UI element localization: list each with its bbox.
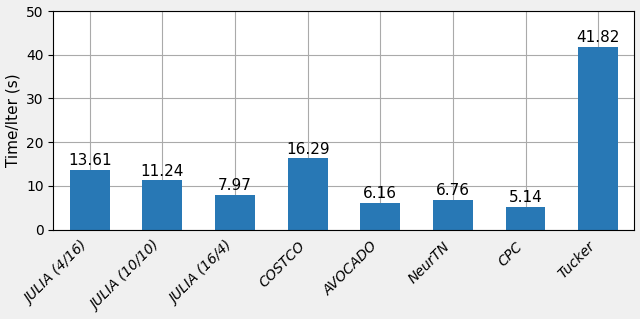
Text: 5.14: 5.14: [509, 190, 542, 205]
Text: 13.61: 13.61: [68, 153, 111, 168]
Bar: [578, 47, 618, 230]
Bar: [215, 195, 255, 230]
Bar: [70, 170, 109, 230]
Text: 6.76: 6.76: [436, 183, 470, 198]
Y-axis label: Time/Iter (s): Time/Iter (s): [6, 73, 20, 167]
Bar: [143, 181, 182, 230]
Text: 11.24: 11.24: [141, 164, 184, 179]
Bar: [433, 200, 473, 230]
Bar: [360, 203, 400, 230]
Bar: [506, 207, 545, 230]
Text: 41.82: 41.82: [577, 30, 620, 45]
Text: 16.29: 16.29: [286, 142, 330, 157]
Bar: [287, 158, 328, 230]
Text: 6.16: 6.16: [364, 186, 397, 201]
Text: 7.97: 7.97: [218, 178, 252, 193]
